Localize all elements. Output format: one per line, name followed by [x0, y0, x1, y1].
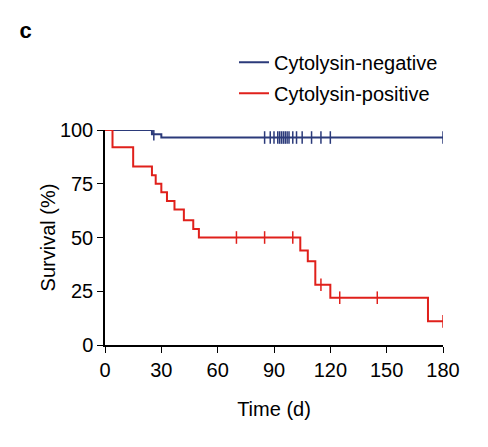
- svg-text:150: 150: [370, 359, 403, 381]
- svg-text:75: 75: [71, 173, 93, 195]
- svg-text:100: 100: [60, 119, 93, 141]
- svg-text:c: c: [20, 18, 32, 43]
- svg-text:30: 30: [150, 359, 172, 381]
- svg-text:25: 25: [71, 280, 93, 302]
- svg-text:Time (d): Time (d): [237, 398, 311, 420]
- svg-text:Cytolysin-negative: Cytolysin-negative: [274, 52, 437, 74]
- svg-text:90: 90: [263, 359, 285, 381]
- svg-text:180: 180: [426, 359, 459, 381]
- svg-text:Cytolysin-positive: Cytolysin-positive: [274, 83, 430, 105]
- svg-text:0: 0: [99, 359, 110, 381]
- svg-text:50: 50: [71, 227, 93, 249]
- svg-text:60: 60: [207, 359, 229, 381]
- svg-text:0: 0: [82, 334, 93, 356]
- svg-text:Survival (%): Survival (%): [37, 184, 59, 292]
- svg-text:120: 120: [314, 359, 347, 381]
